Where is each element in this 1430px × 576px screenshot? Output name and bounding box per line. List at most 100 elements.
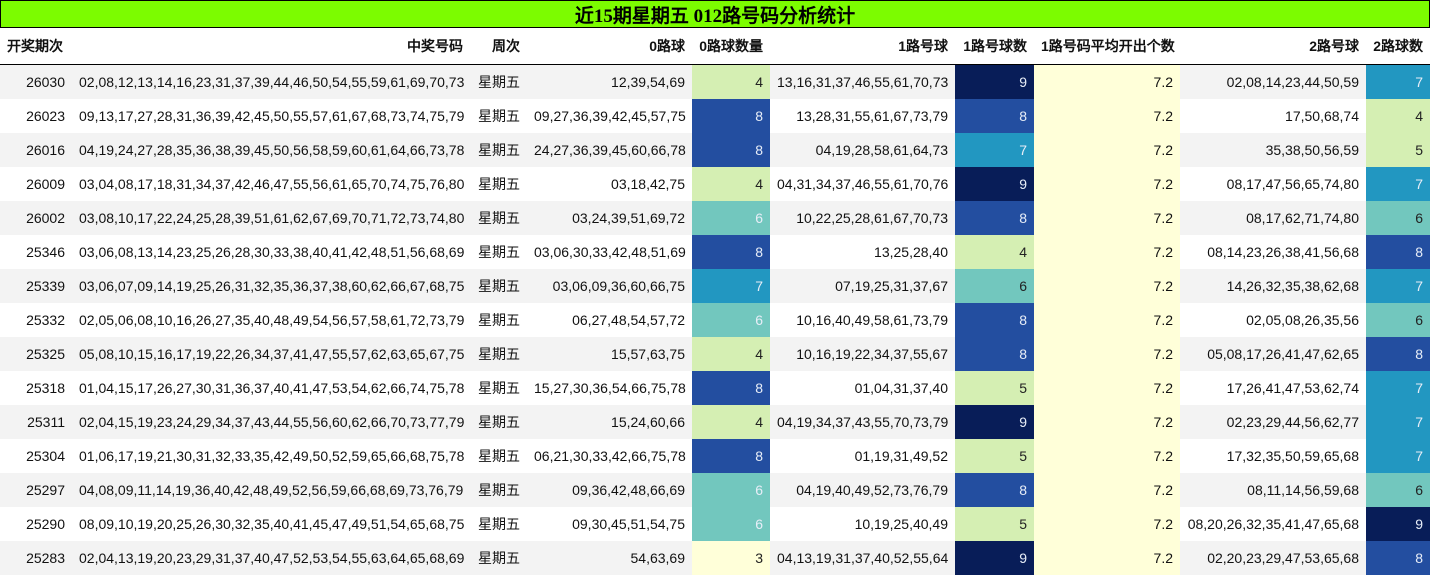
road2-count-cell: 6 [1366,201,1430,235]
road1-numbers-cell: 07,19,25,31,37,67 [770,269,955,303]
road0-count-cell: 6 [692,201,770,235]
road2-numbers-cell: 08,17,47,56,65,74,80 [1180,167,1366,201]
road0-count-cell: 6 [692,303,770,337]
col-header-issue[interactable]: 开奖期次 [0,28,72,65]
road1-numbers-cell: 13,25,28,40 [770,235,955,269]
week-cell: 星期五 [470,235,527,269]
road1-count-cell: 4 [955,235,1034,269]
issue-cell: 25318 [0,371,72,405]
winning-numbers-cell: 03,06,07,09,14,19,25,26,31,32,35,36,37,3… [72,269,470,303]
road0-numbers-cell: 24,27,36,39,45,60,66,78 [527,133,692,167]
week-cell: 星期五 [470,133,527,167]
road1-avg-cell: 7.2 [1034,541,1180,575]
road0-count-cell: 3 [692,541,770,575]
issue-cell: 26016 [0,133,72,167]
col-header-road2-count[interactable]: 2路球数 [1366,28,1430,65]
winning-numbers-cell: 04,08,09,11,14,19,36,40,42,48,49,52,56,5… [72,473,470,507]
road0-numbers-cell: 03,18,42,75 [527,167,692,201]
issue-cell: 26002 [0,201,72,235]
col-header-road1[interactable]: 1路号球 [770,28,955,65]
week-cell: 星期五 [470,64,527,99]
week-cell: 星期五 [470,269,527,303]
road1-numbers-cell: 04,13,19,31,37,40,52,55,64 [770,541,955,575]
winning-numbers-cell: 01,04,15,17,26,27,30,31,36,37,40,41,47,5… [72,371,470,405]
week-cell: 星期五 [470,439,527,473]
road2-numbers-cell: 17,32,35,50,59,65,68 [1180,439,1366,473]
col-header-road1-count[interactable]: 1路号球数 [955,28,1034,65]
winning-numbers-cell: 01,06,17,19,21,30,31,32,33,35,42,49,50,5… [72,439,470,473]
road2-count-cell: 6 [1366,303,1430,337]
road1-count-cell: 9 [955,541,1034,575]
col-header-road0[interactable]: 0路球 [527,28,692,65]
issue-cell: 25297 [0,473,72,507]
road0-count-cell: 7 [692,269,770,303]
road2-numbers-cell: 02,08,14,23,44,50,59 [1180,64,1366,99]
col-header-road0-count[interactable]: 0路球数量 [692,28,770,65]
week-cell: 星期五 [470,201,527,235]
road0-numbers-cell: 15,57,63,75 [527,337,692,371]
road0-numbers-cell: 09,36,42,48,66,69 [527,473,692,507]
road1-avg-cell: 7.2 [1034,201,1180,235]
road1-numbers-cell: 13,28,31,55,61,67,73,79 [770,99,955,133]
road1-avg-cell: 7.2 [1034,473,1180,507]
col-header-road2[interactable]: 2路号球 [1180,28,1366,65]
road2-count-cell: 7 [1366,167,1430,201]
table-row: 25290 08,09,10,19,20,25,26,30,32,35,40,41… [0,507,1430,541]
table-row: 25304 01,06,17,19,21,30,31,32,33,35,42,49… [0,439,1430,473]
road2-count-cell: 7 [1366,439,1430,473]
table-row: 26016 04,19,24,27,28,35,36,38,39,45,50,56… [0,133,1430,167]
issue-cell: 25311 [0,405,72,439]
road2-numbers-cell: 08,14,23,26,38,41,56,68 [1180,235,1366,269]
col-header-numbers[interactable]: 中奖号码 [72,28,470,65]
page-title: 近15期星期五 012路号码分析统计 [0,0,1430,28]
road0-numbers-cell: 12,39,54,69 [527,64,692,99]
road1-count-cell: 9 [955,167,1034,201]
winning-numbers-cell: 08,09,10,19,20,25,26,30,32,35,40,41,45,4… [72,507,470,541]
winning-numbers-cell: 03,04,08,17,18,31,34,37,42,46,47,55,56,6… [72,167,470,201]
road0-count-cell: 4 [692,167,770,201]
road2-count-cell: 5 [1366,133,1430,167]
road2-count-cell: 7 [1366,64,1430,99]
col-header-road1-avg[interactable]: 1路号码平均开出个数 [1034,28,1180,65]
road2-numbers-cell: 02,05,08,26,35,56 [1180,303,1366,337]
road1-numbers-cell: 10,16,40,49,58,61,73,79 [770,303,955,337]
week-cell: 星期五 [470,507,527,541]
week-cell: 星期五 [470,303,527,337]
road1-avg-cell: 7.2 [1034,303,1180,337]
winning-numbers-cell: 02,08,12,13,14,16,23,31,37,39,44,46,50,5… [72,64,470,99]
road1-count-cell: 6 [955,269,1034,303]
issue-cell: 25346 [0,235,72,269]
road1-numbers-cell: 13,16,31,37,46,55,61,70,73 [770,64,955,99]
road0-count-cell: 8 [692,235,770,269]
winning-numbers-cell: 02,04,15,19,23,24,29,34,37,43,44,55,56,6… [72,405,470,439]
road2-numbers-cell: 17,50,68,74 [1180,99,1366,133]
road0-numbers-cell: 09,27,36,39,42,45,57,75 [527,99,692,133]
road0-numbers-cell: 06,21,30,33,42,66,75,78 [527,439,692,473]
road1-count-cell: 8 [955,337,1034,371]
road2-numbers-cell: 14,26,32,35,38,62,68 [1180,269,1366,303]
issue-cell: 25325 [0,337,72,371]
road1-count-cell: 5 [955,439,1034,473]
road2-numbers-cell: 02,23,29,44,56,62,77 [1180,405,1366,439]
road0-numbers-cell: 03,06,30,33,42,48,51,69 [527,235,692,269]
road1-avg-cell: 7.2 [1034,235,1180,269]
road1-avg-cell: 7.2 [1034,269,1180,303]
road1-count-cell: 9 [955,64,1034,99]
col-header-week[interactable]: 周次 [470,28,527,65]
road2-numbers-cell: 17,26,41,47,53,62,74 [1180,371,1366,405]
road1-numbers-cell: 01,19,31,49,52 [770,439,955,473]
header-row: 开奖期次 中奖号码 周次 0路球 0路球数量 1路号球 1路号球数 1路号码平均… [0,28,1430,65]
road1-avg-cell: 7.2 [1034,99,1180,133]
table-row: 26009 03,04,08,17,18,31,34,37,42,46,47,55… [0,167,1430,201]
week-cell: 星期五 [470,99,527,133]
road2-count-cell: 8 [1366,541,1430,575]
week-cell: 星期五 [470,371,527,405]
issue-cell: 25283 [0,541,72,575]
road1-count-cell: 7 [955,133,1034,167]
issue-cell: 26009 [0,167,72,201]
road1-numbers-cell: 01,04,31,37,40 [770,371,955,405]
road1-count-cell: 9 [955,405,1034,439]
road1-numbers-cell: 04,19,34,37,43,55,70,73,79 [770,405,955,439]
winning-numbers-cell: 02,05,06,08,10,16,26,27,35,40,48,49,54,5… [72,303,470,337]
road0-numbers-cell: 54,63,69 [527,541,692,575]
